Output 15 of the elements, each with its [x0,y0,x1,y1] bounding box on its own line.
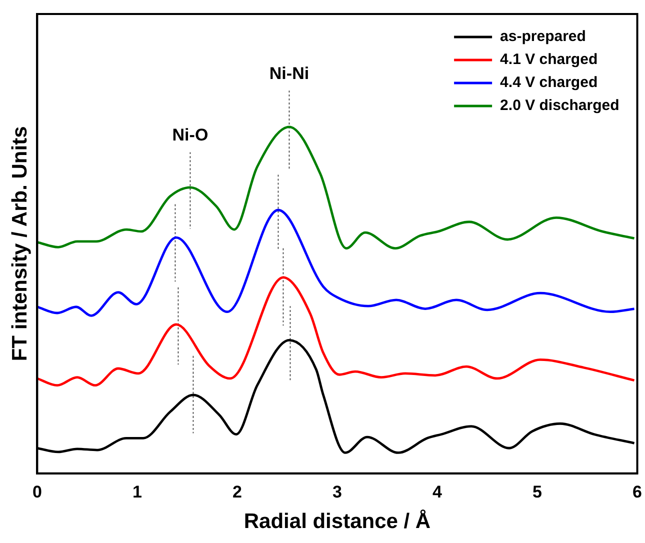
y-axis-title: FT intensity / Arb. Units [8,126,32,362]
x-tick-label: 2 [232,482,242,502]
legend-label: 4.1 V charged [500,51,598,68]
annotation: Ni-O [172,125,208,144]
legend-label: 4.4 V charged [500,74,598,92]
x-axis-title: Radial distance / Å [244,509,431,534]
x-tick-label: 4 [432,482,443,502]
legend-label: as-prepared [500,28,586,46]
x-tick-label: 0 [32,482,42,502]
x-tick-label: 1 [132,482,142,502]
x-tick-label: 6 [632,482,642,502]
x-tick-label: 3 [332,482,342,502]
x-tick-label: 5 [532,482,542,502]
legend-label: 2.0 V discharged [500,97,620,114]
annotation: Ni-Ni [269,64,310,83]
